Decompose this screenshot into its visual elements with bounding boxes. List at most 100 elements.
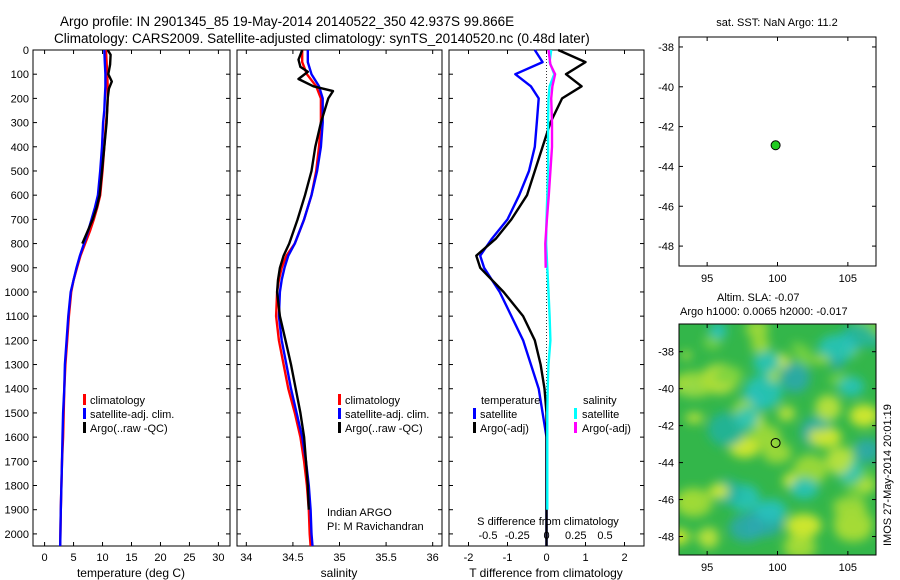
latitude-tick-label: -46 — [658, 495, 674, 507]
depth-tick-label: 1700 — [5, 456, 29, 468]
depth-tick-label: 1200 — [5, 335, 29, 347]
x-tick-label: -2 — [464, 552, 474, 564]
legend-swatch-t-satellite — [473, 408, 476, 419]
difference-legend: temperature satellite Argo(-adj) salinit… — [473, 395, 631, 435]
x-tick-label: 25 — [183, 552, 195, 564]
latitude-tick-label: -44 — [658, 161, 674, 173]
heatmap-blob — [849, 404, 876, 427]
longitude-tick-label: 95 — [701, 273, 713, 285]
heatmap-blob — [728, 513, 765, 542]
legend-swatch-satellite — [338, 408, 341, 419]
imos-timestamp-label: IMOS 27-May-2014 20:01:19 — [882, 404, 894, 546]
latitude-tick-label: -44 — [658, 458, 674, 470]
latitude-tick-label: -48 — [658, 532, 674, 544]
depth-tick-label: 100 — [11, 69, 29, 81]
legend-swatch-satellite — [83, 408, 86, 419]
altimetry-heatmap — [679, 324, 876, 555]
heatmap-blob — [838, 376, 865, 397]
s-difference-tick-label: 0 — [543, 530, 549, 542]
x-tick-label: 15 — [125, 552, 137, 564]
heatmap-blob — [825, 446, 853, 475]
legend-swatch-climatology — [83, 394, 86, 405]
series-line-satellite — [479, 49, 548, 546]
heatmap-blob — [808, 426, 842, 448]
legend-label-s-argo: Argo(-adj) — [582, 423, 631, 435]
heatmap-blob — [744, 374, 783, 410]
series-line-climatology — [274, 50, 323, 547]
float-pi-annotation: PI: M Ravichandran — [327, 521, 424, 533]
heatmap-blob — [749, 425, 782, 448]
salinity-axes-frame — [236, 49, 443, 547]
heatmap-blob — [780, 361, 810, 393]
x-tick-label: 30 — [212, 552, 224, 564]
float-position-outline-marker — [770, 437, 781, 448]
s-difference-tick-label: -0.25 — [505, 530, 530, 542]
t-difference-label: T difference from climatology — [469, 566, 623, 580]
x-tick-label: 35 — [333, 552, 345, 564]
heatmap-blob — [745, 324, 769, 340]
depth-tick-label: 400 — [11, 142, 29, 154]
heatmap-blob — [684, 412, 704, 424]
figure-title-line-2: Climatology: CARS2009. Satellite-adjuste… — [54, 31, 590, 46]
heatmap-blob — [679, 528, 690, 545]
legend-label-t-satellite: satellite — [480, 409, 517, 421]
x-tick-label: -1 — [503, 552, 513, 564]
legend-label-satellite: satellite-adj. clim. — [90, 409, 174, 421]
salinity-x-label: salinity — [321, 566, 358, 580]
legend-header-temperature: temperature — [481, 395, 540, 407]
depth-tick-label: 1600 — [5, 432, 29, 444]
legend-label-satellite: satellite-adj. clim. — [345, 409, 429, 421]
location-map-frame — [678, 36, 877, 267]
x-tick-label: 1 — [582, 552, 588, 564]
heatmap-blob — [791, 341, 802, 353]
legend-swatch-argo — [83, 422, 86, 433]
heatmap-blob — [709, 483, 729, 499]
heatmap-blob — [681, 351, 692, 360]
series-line-satellite-adj-clim- — [59, 49, 107, 547]
legend-label-argo: Argo(..raw -QC) — [345, 423, 423, 435]
longitude-tick-label: 105 — [839, 273, 857, 285]
longitude-tick-label: 95 — [701, 562, 713, 574]
depth-tick-label: 800 — [11, 239, 29, 251]
heatmap-blob — [789, 477, 819, 500]
float-source-annotation: Indian ARGO — [327, 507, 392, 519]
latitude-tick-label: -40 — [658, 82, 674, 94]
heatmap-blob — [785, 513, 822, 538]
difference-panel: -2 -1 0 1 2 -0.5 -0.25 0 0.25 0.5 S difference fr… — [448, 48, 645, 580]
legend-label-t-argo: Argo(-adj) — [480, 423, 529, 435]
altimetry-title-line-1: Altim. SLA: -0.07 — [717, 292, 800, 304]
heatmap-blob — [830, 358, 844, 369]
x-tick-label: 5 — [70, 552, 76, 564]
x-tick-label: 0 — [543, 552, 549, 564]
s-difference-tick-label: -0.5 — [479, 530, 498, 542]
legend-label-argo: Argo(..raw -QC) — [90, 423, 168, 435]
heatmap-blob — [777, 405, 796, 422]
heatmap-blob — [750, 336, 771, 354]
depth-tick-label: 1300 — [5, 360, 29, 372]
x-tick-label: 36 — [427, 552, 439, 564]
latitude-tick-label: -46 — [658, 201, 674, 213]
depth-tick-label: 500 — [11, 166, 29, 178]
figure-title-line-1: Argo profile: IN 2901345_85 19-May-2014 … — [60, 14, 514, 29]
altimetry-title-line-2: Argo h1000: 0.0065 h2000: -0.017 — [680, 306, 848, 318]
latitude-tick-label: -40 — [658, 384, 674, 396]
heatmap-blob — [679, 371, 716, 398]
depth-tick-label: 0 — [23, 45, 29, 57]
legend-swatch-argo — [338, 422, 341, 433]
altimetry-panel: Altim. SLA: -0.07 Argo h1000: 0.0065 h20… — [658, 292, 877, 574]
legend-swatch-s-satellite — [574, 408, 577, 419]
latitude-tick-label: -48 — [658, 241, 674, 253]
depth-tick-label: 1000 — [5, 287, 29, 299]
salinity-panel: 34 34.5 35 35.5 36 salinity climatology sate… — [236, 49, 443, 580]
depth-tick-label: 1500 — [5, 408, 29, 420]
depth-tick-label: 2000 — [5, 529, 29, 541]
location-map-panel: sat. SST: NaN Argo: 11.2 95 100 105 -38 -40 -… — [658, 17, 877, 285]
x-tick-label: 0 — [42, 552, 48, 564]
legend-label-climatology: climatology — [345, 395, 401, 407]
depth-tick-label: 1800 — [5, 481, 29, 493]
depth-tick-label: 1100 — [5, 311, 29, 323]
x-tick-label: 35.5 — [375, 552, 396, 564]
s-difference-tick-label: 0.25 — [565, 530, 586, 542]
series-line-argo-adj- — [544, 49, 557, 268]
